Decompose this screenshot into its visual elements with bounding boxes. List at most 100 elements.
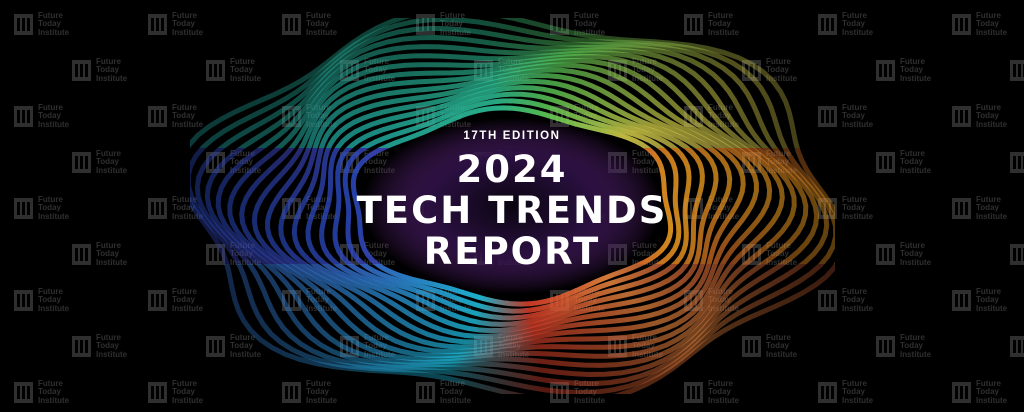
fti-watermark-logo: Future Today Institute xyxy=(742,333,797,359)
fti-watermark-text: Future Today Institute xyxy=(976,379,1008,405)
fti-watermark-logo: Future Today Institute xyxy=(14,379,70,405)
fti-watermark-logo: Future Today Institute xyxy=(72,149,128,175)
wave-ring xyxy=(319,148,705,264)
fti-watermark-logo: Future Today Institute xyxy=(148,11,204,37)
wave-ring xyxy=(359,98,665,148)
fti-logo-icon xyxy=(72,244,91,266)
fti-watermark-text: Future Today Institute xyxy=(440,379,472,405)
fti-logo-icon xyxy=(282,382,301,404)
fti-logo-icon xyxy=(148,106,167,128)
fti-watermark-text: Future Today Institute xyxy=(306,11,338,37)
fti-logo-icon xyxy=(416,382,435,404)
report-title-line-1: TECH TRENDS xyxy=(356,189,668,232)
wave-ring xyxy=(298,58,741,148)
wave-ring xyxy=(305,148,719,264)
fti-watermark-text: Future Today Institute xyxy=(976,11,1008,37)
wave-ring xyxy=(345,91,679,148)
fti-watermark-text: Future Today Institute xyxy=(900,241,932,267)
fti-watermark-text: Future Today Institute xyxy=(708,11,740,37)
wave-ring xyxy=(246,264,807,387)
fti-logo-icon xyxy=(818,290,837,312)
fti-watermark-text: Future Today Institute xyxy=(842,103,874,129)
fti-logo-icon xyxy=(1010,336,1024,358)
wave-ring xyxy=(334,85,691,148)
wave-ring xyxy=(215,148,809,264)
wave-ring xyxy=(190,148,835,264)
wave-ring xyxy=(190,148,835,264)
wave-ring xyxy=(299,264,712,345)
fti-watermark-text: Future Today Institute xyxy=(38,379,70,405)
fti-watermark-text: Future Today Institute xyxy=(96,149,128,175)
fti-logo-icon xyxy=(952,198,971,220)
wave-ring xyxy=(320,264,699,334)
fti-watermark-text: Future Today Institute xyxy=(38,11,70,37)
fti-watermark-logo: Future Today Institute xyxy=(1010,58,1024,83)
fti-logo-icon xyxy=(148,290,167,312)
fti-watermark-text: Future Today Institute xyxy=(900,333,932,359)
fti-logo-icon xyxy=(818,106,837,128)
wave-ring xyxy=(251,148,773,264)
fti-logo-icon xyxy=(148,382,167,404)
wave-ring xyxy=(312,67,725,148)
fti-watermark-logo: Future Today Institute xyxy=(818,379,873,405)
fti-watermark-text: Future Today Institute xyxy=(900,149,932,175)
fti-logo-icon xyxy=(952,290,971,312)
wave-ring xyxy=(318,73,714,148)
fti-logo-icon xyxy=(14,382,33,404)
wave-ring xyxy=(237,34,769,148)
fti-logo-icon xyxy=(206,60,225,82)
fti-watermark-logo: Future Today Institute xyxy=(206,333,261,359)
fti-watermark-text: Future Today Institute xyxy=(842,11,874,37)
fti-watermark-logo: Future Today Institute xyxy=(952,195,1007,221)
fti-watermark-text: Future Today Institute xyxy=(38,195,70,221)
fti-watermark-text: Future Today Institute xyxy=(900,57,932,83)
wave-ring xyxy=(325,78,704,148)
fti-watermark-text: Future Today Institute xyxy=(976,103,1008,129)
wave-ring xyxy=(291,148,733,264)
fti-watermark-logo: Future Today Institute xyxy=(148,195,203,221)
fti-logo-icon xyxy=(72,60,91,82)
fti-logo-icon xyxy=(282,14,301,36)
fti-watermark-logo: Future Today Institute xyxy=(148,103,204,129)
fti-logo-icon xyxy=(684,382,703,404)
wave-ring xyxy=(377,105,652,148)
fti-watermark-text: Future Today Institute xyxy=(574,11,606,37)
fti-watermark-logo: Future Today Institute xyxy=(72,57,128,83)
wave-ring xyxy=(274,50,755,148)
wave-ring xyxy=(278,148,746,264)
fti-watermark-text: Future Today Institute xyxy=(172,11,204,37)
fti-logo-icon xyxy=(206,336,225,358)
fti-watermark-text: Future Today Institute xyxy=(172,103,204,129)
fti-watermark-logo: Future Today Institute xyxy=(876,333,932,359)
fti-logo-icon xyxy=(14,290,33,312)
wave-ring xyxy=(255,264,787,378)
wave-ring xyxy=(350,148,674,264)
wave-ring xyxy=(265,148,759,264)
fti-logo-icon xyxy=(148,198,167,220)
fti-watermark-logo: Future Today Institute xyxy=(876,241,932,267)
fti-watermark-text: Future Today Institute xyxy=(842,195,874,221)
wave-ring xyxy=(257,44,762,148)
wave-ring xyxy=(342,148,682,264)
fti-watermark-logo: Future Today Institute xyxy=(876,149,932,175)
fti-watermark-text: Future Today Institute xyxy=(440,11,472,37)
fti-logo-icon xyxy=(72,336,91,358)
dark-core xyxy=(362,118,662,294)
fti-watermark-logo: Future Today Institute xyxy=(684,379,740,405)
wave-ring xyxy=(283,264,726,354)
fti-watermark-logo: Future Today Institute xyxy=(148,379,203,405)
fti-watermark-text: Future Today Institute xyxy=(708,379,740,405)
fti-watermark-text: Future Today Institute xyxy=(96,57,128,83)
wave-ring xyxy=(235,264,825,394)
wave-ring xyxy=(291,264,718,350)
fti-watermark-logo: Future Today Institute xyxy=(952,103,1008,129)
fti-logo-icon xyxy=(684,14,703,36)
fti-watermark-text: Future Today Institute xyxy=(38,103,70,129)
fti-watermark-logo: Future Today Institute xyxy=(952,379,1008,405)
fti-watermark-text: Future Today Institute xyxy=(172,287,204,313)
fti-logo-icon xyxy=(1010,60,1024,82)
fti-logo-icon xyxy=(876,336,895,358)
fti-watermark-text: Future Today Institute xyxy=(766,57,798,83)
fti-watermark-logo: Future Today Institute xyxy=(876,57,932,83)
fti-logo-icon xyxy=(818,382,837,404)
